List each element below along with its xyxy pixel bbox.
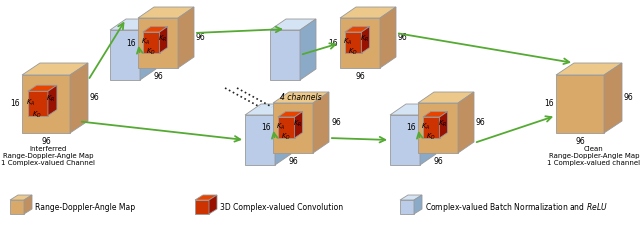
Text: 96: 96 <box>355 72 365 81</box>
Polygon shape <box>138 7 194 18</box>
Polygon shape <box>159 27 168 53</box>
Text: 96: 96 <box>41 137 51 146</box>
Polygon shape <box>278 111 303 117</box>
Text: 16: 16 <box>10 99 20 109</box>
Text: 16: 16 <box>261 123 271 133</box>
Polygon shape <box>340 7 396 18</box>
Polygon shape <box>294 111 303 138</box>
Polygon shape <box>458 92 474 153</box>
Text: $K_D$: $K_D$ <box>31 109 42 120</box>
Text: $K_D$: $K_D$ <box>426 132 436 142</box>
Text: $K_R$: $K_R$ <box>46 94 55 104</box>
Polygon shape <box>313 92 329 153</box>
Polygon shape <box>275 104 291 165</box>
Polygon shape <box>143 27 168 32</box>
Text: $K_D$: $K_D$ <box>146 47 156 57</box>
Polygon shape <box>209 195 217 214</box>
Polygon shape <box>556 63 622 75</box>
Polygon shape <box>195 200 209 214</box>
Text: 96: 96 <box>153 72 163 81</box>
Text: 1 Complex-valued Channel: 1 Complex-valued Channel <box>1 160 95 166</box>
Polygon shape <box>110 30 140 80</box>
Polygon shape <box>423 117 440 138</box>
Text: $K_D$: $K_D$ <box>348 47 358 57</box>
Polygon shape <box>345 27 370 32</box>
Text: $K_D$: $K_D$ <box>281 132 291 142</box>
Text: 96: 96 <box>331 118 340 127</box>
Polygon shape <box>143 32 159 53</box>
Text: Range-Doppler-Angle Map: Range-Doppler-Angle Map <box>548 153 639 159</box>
Polygon shape <box>22 75 70 133</box>
Polygon shape <box>345 32 362 53</box>
Polygon shape <box>10 200 24 214</box>
Polygon shape <box>138 18 178 68</box>
Polygon shape <box>362 27 370 53</box>
Polygon shape <box>414 195 422 214</box>
Text: 96: 96 <box>624 94 634 103</box>
Polygon shape <box>418 103 458 153</box>
Text: $K_R$: $K_R$ <box>360 34 369 44</box>
Polygon shape <box>245 115 275 165</box>
Polygon shape <box>390 115 420 165</box>
Text: $K_A$: $K_A$ <box>26 98 35 108</box>
Text: 96: 96 <box>288 157 298 166</box>
Polygon shape <box>300 19 316 80</box>
Polygon shape <box>270 19 316 30</box>
Polygon shape <box>48 85 57 116</box>
Text: $K_R$: $K_R$ <box>293 119 302 129</box>
Text: $K_A$: $K_A$ <box>421 122 430 132</box>
Text: 96: 96 <box>433 157 443 166</box>
Polygon shape <box>195 195 217 200</box>
Polygon shape <box>245 104 291 115</box>
Text: $K_A$: $K_A$ <box>276 122 285 132</box>
Polygon shape <box>140 19 156 80</box>
Text: 3D Complex-valued Convolution: 3D Complex-valued Convolution <box>220 202 343 212</box>
Polygon shape <box>604 63 622 133</box>
Text: $K_R$: $K_R$ <box>158 34 167 44</box>
Polygon shape <box>420 104 436 165</box>
Text: Range-Doppler-Angle Map: Range-Doppler-Angle Map <box>3 153 93 159</box>
Text: 16: 16 <box>545 99 554 109</box>
Polygon shape <box>178 7 194 68</box>
Polygon shape <box>556 75 604 133</box>
Text: 16: 16 <box>126 39 136 47</box>
Polygon shape <box>278 117 294 138</box>
Polygon shape <box>270 30 300 80</box>
Polygon shape <box>390 104 436 115</box>
Polygon shape <box>423 111 447 117</box>
Text: Complex-valued Batch Normalization and $\mathit{ReLU}$: Complex-valued Batch Normalization and $… <box>425 200 608 214</box>
Text: 96: 96 <box>398 33 408 42</box>
Text: Clean: Clean <box>584 146 604 152</box>
Polygon shape <box>10 195 32 200</box>
Polygon shape <box>70 63 88 133</box>
Polygon shape <box>28 85 57 91</box>
Polygon shape <box>110 19 156 30</box>
Polygon shape <box>340 18 380 68</box>
Text: 16: 16 <box>406 123 416 133</box>
Text: 16: 16 <box>328 39 338 47</box>
Text: Interferred: Interferred <box>29 146 67 152</box>
Text: $K_A$: $K_A$ <box>343 37 353 47</box>
Text: 96: 96 <box>575 137 585 146</box>
Text: Range-Doppler-Angle Map: Range-Doppler-Angle Map <box>35 202 135 212</box>
Polygon shape <box>380 7 396 68</box>
Text: 96: 96 <box>196 33 205 42</box>
Text: 4 channels: 4 channels <box>280 92 322 101</box>
Text: 96: 96 <box>476 118 486 127</box>
Polygon shape <box>400 195 422 200</box>
Polygon shape <box>22 63 88 75</box>
Polygon shape <box>273 103 313 153</box>
Polygon shape <box>440 111 447 138</box>
Polygon shape <box>418 92 474 103</box>
Text: $K_A$: $K_A$ <box>141 37 150 47</box>
Text: 96: 96 <box>90 94 100 103</box>
Polygon shape <box>28 91 48 116</box>
Text: 1 Complex-valued channel: 1 Complex-valued channel <box>547 160 640 166</box>
Polygon shape <box>24 195 32 214</box>
Polygon shape <box>400 200 414 214</box>
Text: $K_R$: $K_R$ <box>438 119 447 129</box>
Polygon shape <box>273 92 329 103</box>
